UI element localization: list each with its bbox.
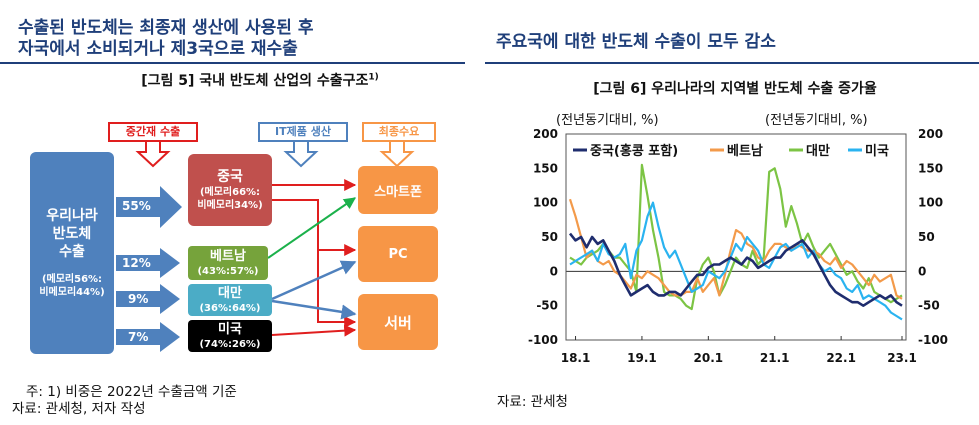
x-tick-label: 23.1 bbox=[887, 351, 917, 365]
y-tick-label-left: 50 bbox=[541, 230, 558, 244]
country-name-vietnam: 베트남 bbox=[210, 248, 246, 264]
y-tick-label-left: -50 bbox=[536, 299, 558, 313]
source-title-2: 반도체 bbox=[52, 226, 92, 242]
left-footnote: 주: 1) 비중은 2022년 수출금액 기준 자료: 관세청, 저자 작성 bbox=[12, 384, 452, 418]
right-header-rule bbox=[485, 62, 979, 64]
share-vietnam: 12% bbox=[122, 256, 151, 270]
country-box-taiwan: 대만 (36%:64%) bbox=[188, 284, 272, 316]
arrow-to-vietnam bbox=[116, 248, 180, 278]
y-tick-label-right: 200 bbox=[918, 127, 943, 141]
series-line-2 bbox=[568, 198, 903, 300]
legend-label-1: 중국(홍콩 포함) bbox=[590, 143, 678, 159]
y-tick-label-left: -100 bbox=[528, 333, 558, 347]
arrow-to-taiwan bbox=[116, 284, 180, 314]
source-box-korea: 우리나라 반도체 수출 (메모리56%: 비메모리44%) bbox=[30, 152, 114, 354]
product-name-smartphone: 스마트폰 bbox=[374, 184, 422, 200]
y-axis-label-right: (전년동기대비, %) bbox=[765, 113, 868, 128]
y-tick-label-right: -100 bbox=[918, 333, 948, 347]
arrow-to-china bbox=[116, 186, 182, 228]
product-name-server: 서버 bbox=[384, 313, 412, 332]
country-name-taiwan: 대만 bbox=[218, 285, 242, 301]
x-tick-label: 19.1 bbox=[627, 351, 657, 365]
y-tick-label-left: 200 bbox=[533, 127, 558, 141]
left-header-rule bbox=[0, 62, 465, 64]
legend-label-4: 미국 bbox=[865, 143, 889, 159]
country-box-china: 중국 (메모리66%: 비메모리34%) bbox=[188, 154, 272, 226]
left-footnote-1: 주: 1) 비중은 2022년 수출금액 기준 bbox=[26, 384, 237, 400]
country-detail-taiwan: (36%:64%) bbox=[199, 302, 261, 314]
country-detail-usa: (74%:26%) bbox=[199, 338, 261, 350]
y-axis-label-left: (전년동기대비, %) bbox=[556, 113, 659, 128]
arrow-to-usa bbox=[116, 322, 180, 352]
series-line-3 bbox=[569, 163, 903, 311]
right-header: 주요국에 대한 반도체 수출이 모두 감소 bbox=[496, 32, 776, 52]
source-title-1: 우리나라 bbox=[46, 208, 98, 224]
y-tick-label-right: -50 bbox=[918, 299, 940, 313]
usa-to-server bbox=[271, 324, 357, 337]
vietnam-to-smartphone bbox=[267, 197, 356, 259]
label-final-demand: 최종수요 bbox=[362, 122, 436, 142]
country-detail-china-1: (메모리66%: bbox=[199, 187, 261, 198]
figure-5-title-sup: 1) bbox=[368, 72, 379, 83]
right-footnote: 자료: 관세청 bbox=[497, 394, 568, 410]
figure-6-title: [그림 6] 우리나라의 지역별 반도체 수출 증가율 bbox=[593, 81, 877, 97]
x-tick-label: 22.1 bbox=[826, 351, 856, 365]
intermediate-down-arrow bbox=[135, 139, 171, 168]
taiwan-to-pc bbox=[271, 260, 357, 301]
y-tick-label-left: 150 bbox=[533, 161, 558, 175]
y-tick-label-right: 50 bbox=[918, 230, 935, 244]
country-detail-china-2: 비메모리34%) bbox=[197, 200, 263, 211]
product-box-server: 서버 bbox=[358, 294, 438, 350]
country-name-usa: 미국 bbox=[218, 321, 242, 337]
it-down-arrow bbox=[283, 139, 319, 168]
taiwan-to-server bbox=[271, 299, 357, 320]
export-structure-diagram: 중간재 수출 IT제품 생산 최종수요 우리나라 반도체 수출 (메모리56%:… bbox=[0, 0, 470, 425]
left-footnote-2: 자료: 관세청, 저자 작성 bbox=[12, 401, 146, 417]
share-usa: 7% bbox=[128, 330, 149, 344]
source-detail-2: 비메모리44%) bbox=[39, 287, 105, 298]
label-intermediate-export: 중간재 수출 bbox=[108, 122, 198, 142]
source-title-3: 수출 bbox=[59, 244, 85, 260]
x-tick-label: 18.1 bbox=[561, 351, 591, 365]
figure-5-title: [그림 5] 국내 반도체 산업의 수출구조1) bbox=[70, 70, 450, 90]
x-tick-label: 20.1 bbox=[694, 351, 724, 365]
product-name-pc: PC bbox=[388, 246, 408, 262]
left-header-line-1: 수출된 반도체는 최종재 생산에 사용된 후 bbox=[18, 18, 314, 38]
plot-area-border bbox=[565, 133, 907, 341]
y-tick-label-right: 150 bbox=[918, 161, 943, 175]
country-detail-vietnam: (43%:57%) bbox=[197, 265, 259, 277]
source-detail-1: (메모리56%: bbox=[41, 274, 103, 285]
diagram-connectors bbox=[116, 139, 415, 352]
label-it-production: IT제품 생산 bbox=[258, 122, 348, 142]
left-header: 수출된 반도체는 최종재 생산에 사용된 후 자국에서 소비되거나 제3국으로 … bbox=[18, 18, 458, 60]
legend-label-3: 대만 bbox=[806, 143, 830, 159]
share-china: 55% bbox=[122, 199, 151, 213]
y-tick-label-left: 100 bbox=[533, 196, 558, 210]
y-tick-label-right: 100 bbox=[918, 196, 943, 210]
y-tick-label-left: 0 bbox=[550, 264, 558, 278]
x-tick-label: 21.1 bbox=[760, 351, 790, 365]
legend-label-2: 베트남 bbox=[727, 143, 763, 159]
y-tick-label-right: 0 bbox=[918, 264, 926, 278]
figure-5-title-text: [그림 5] 국내 반도체 산업의 수출구조 bbox=[141, 73, 369, 89]
series-line-1 bbox=[568, 232, 903, 308]
country-box-vietnam: 베트남 (43%:57%) bbox=[188, 246, 268, 280]
country-box-usa: 미국 (74%:26%) bbox=[188, 320, 272, 352]
series-line-4 bbox=[569, 201, 903, 321]
country-name-china: 중국 bbox=[217, 169, 243, 185]
china-trunk bbox=[272, 199, 357, 328]
left-header-line-2: 자국에서 소비되거나 제3국으로 재수출 bbox=[18, 39, 298, 59]
product-box-smartphone: 스마트폰 bbox=[358, 166, 438, 214]
share-taiwan: 9% bbox=[128, 292, 149, 306]
final-down-arrow bbox=[379, 139, 415, 168]
product-box-pc: PC bbox=[358, 226, 438, 282]
